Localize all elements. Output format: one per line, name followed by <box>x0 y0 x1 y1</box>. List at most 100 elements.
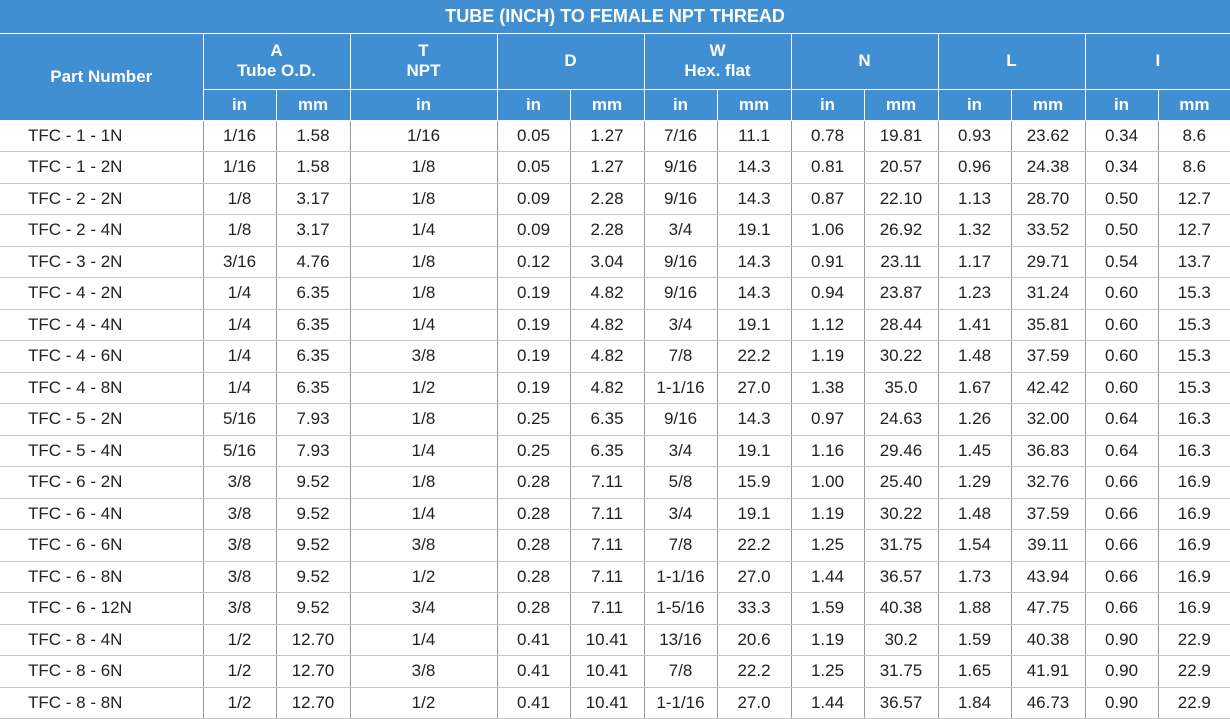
cell-w-mm: 14.3 <box>717 183 792 215</box>
cell-t-in: 3/8 <box>350 529 498 562</box>
cell-n-mm: 20.57 <box>864 151 939 184</box>
cell-t-in: 1/8 <box>350 151 498 184</box>
cell-w-in: 9/16 <box>644 183 718 215</box>
cell-n-in: 0.91 <box>791 246 865 278</box>
cell-d-in: 0.05 <box>497 151 571 184</box>
unit-n-in: in <box>791 89 865 121</box>
cell-d-mm: 1.27 <box>570 120 645 152</box>
cell-a-in: 1/4 <box>203 372 277 404</box>
cell-l-in: 1.29 <box>938 466 1012 499</box>
cell-l-mm: 37.59 <box>1011 498 1086 530</box>
cell-d-in: 0.41 <box>497 655 571 688</box>
cell-part-number: TFC - 6 - 6N <box>0 529 204 562</box>
cell-l-in: 1.13 <box>938 183 1012 215</box>
cell-d-in: 0.19 <box>497 277 571 310</box>
cell-part-number: TFC - 6 - 2N <box>0 466 204 499</box>
cell-l-in: 1.26 <box>938 403 1012 436</box>
table-row: TFC - 6 - 12N 3/8 9.52 3/4 0.28 7.11 1-5/16 33.… <box>0 592 1230 625</box>
cell-a-in: 1/16 <box>203 151 277 184</box>
cell-a-mm: 6.35 <box>276 277 351 310</box>
cell-a-mm: 9.52 <box>276 561 351 593</box>
cell-d-in: 0.28 <box>497 466 571 499</box>
cell-w-mm: 27.0 <box>717 372 792 404</box>
table-row: TFC - 6 - 4N 3/8 9.52 1/4 0.28 7.11 3/4 19.1 1.1… <box>0 498 1230 530</box>
cell-i-mm: 8.6 <box>1158 120 1230 152</box>
cell-w-mm: 22.2 <box>717 529 792 562</box>
cell-d-in: 0.25 <box>497 403 571 436</box>
cell-i-in: 0.60 <box>1085 277 1159 310</box>
table-row: TFC - 1 - 1N 1/16 1.58 1/16 0.05 1.27 7/16 11.1… <box>0 120 1230 152</box>
cell-t-in: 1/2 <box>350 372 498 404</box>
cell-n-mm: 30.22 <box>864 340 939 373</box>
cell-n-mm: 30.22 <box>864 498 939 530</box>
cell-l-mm: 28.70 <box>1011 183 1086 215</box>
cell-part-number: TFC - 6 - 4N <box>0 498 204 530</box>
cell-a-in: 1/4 <box>203 309 277 341</box>
cell-a-mm: 3.17 <box>276 214 351 247</box>
cell-n-in: 0.81 <box>791 151 865 184</box>
cell-w-in: 9/16 <box>644 246 718 278</box>
cell-w-mm: 15.9 <box>717 466 792 499</box>
cell-d-in: 0.28 <box>497 561 571 593</box>
cell-i-in: 0.54 <box>1085 246 1159 278</box>
cell-l-mm: 36.83 <box>1011 435 1086 467</box>
cell-w-in: 7/8 <box>644 655 718 688</box>
cell-l-mm: 32.76 <box>1011 466 1086 499</box>
cell-n-in: 1.25 <box>791 529 865 562</box>
cell-n-in: 1.19 <box>791 498 865 530</box>
table-row: TFC - 8 - 4N 1/2 12.70 1/4 0.41 10.41 13/16 20.… <box>0 624 1230 656</box>
header-w-name: Hex. flat <box>684 61 751 80</box>
cell-a-mm: 3.17 <box>276 183 351 215</box>
cell-w-in: 9/16 <box>644 151 718 184</box>
cell-a-in: 1/2 <box>203 655 277 688</box>
cell-w-mm: 14.3 <box>717 277 792 310</box>
cell-w-in: 13/16 <box>644 624 718 656</box>
cell-n-in: 1.44 <box>791 561 865 593</box>
cell-l-mm: 47.75 <box>1011 592 1086 625</box>
cell-w-in: 9/16 <box>644 277 718 310</box>
cell-i-mm: 16.3 <box>1158 403 1230 436</box>
table-title: TUBE (INCH) TO FEMALE NPT THREAD <box>0 0 1230 34</box>
cell-w-mm: 14.3 <box>717 151 792 184</box>
unit-w-mm: mm <box>717 89 792 121</box>
table-row: TFC - 6 - 6N 3/8 9.52 3/8 0.28 7.11 7/8 22.2 1.2… <box>0 529 1230 562</box>
cell-a-mm: 9.52 <box>276 466 351 499</box>
cell-w-in: 5/8 <box>644 466 718 499</box>
cell-part-number: TFC - 4 - 4N <box>0 309 204 341</box>
cell-i-mm: 15.3 <box>1158 340 1230 373</box>
cell-l-in: 1.67 <box>938 372 1012 404</box>
cell-d-in: 0.19 <box>497 309 571 341</box>
cell-n-in: 1.38 <box>791 372 865 404</box>
cell-n-in: 1.59 <box>791 592 865 625</box>
cell-l-mm: 43.94 <box>1011 561 1086 593</box>
cell-l-in: 1.84 <box>938 687 1012 719</box>
cell-part-number: TFC - 1 - 1N <box>0 120 204 152</box>
cell-a-in: 1/16 <box>203 120 277 152</box>
cell-w-mm: 19.1 <box>717 498 792 530</box>
cell-w-mm: 14.3 <box>717 403 792 436</box>
cell-w-mm: 27.0 <box>717 687 792 719</box>
cell-n-mm: 26.92 <box>864 214 939 247</box>
cell-i-mm: 12.7 <box>1158 183 1230 215</box>
cell-a-mm: 6.35 <box>276 372 351 404</box>
unit-l-mm: mm <box>1011 89 1086 121</box>
cell-d-in: 0.41 <box>497 624 571 656</box>
cell-n-in: 1.16 <box>791 435 865 467</box>
cell-d-mm: 7.11 <box>570 561 645 593</box>
cell-n-mm: 36.57 <box>864 561 939 593</box>
cell-part-number: TFC - 1 - 2N <box>0 151 204 184</box>
cell-t-in: 1/2 <box>350 687 498 719</box>
cell-i-mm: 22.9 <box>1158 687 1230 719</box>
cell-i-mm: 16.3 <box>1158 435 1230 467</box>
cell-a-in: 3/8 <box>203 529 277 562</box>
cell-l-in: 1.32 <box>938 214 1012 247</box>
cell-t-in: 3/8 <box>350 340 498 373</box>
cell-n-mm: 19.81 <box>864 120 939 152</box>
cell-w-in: 3/4 <box>644 435 718 467</box>
cell-i-in: 0.34 <box>1085 120 1159 152</box>
table-row: TFC - 4 - 8N 1/4 6.35 1/2 0.19 4.82 1-1/16 27.0… <box>0 372 1230 404</box>
cell-i-in: 0.50 <box>1085 183 1159 215</box>
cell-w-mm: 22.2 <box>717 655 792 688</box>
unit-d-in: in <box>497 89 571 121</box>
cell-i-mm: 15.3 <box>1158 277 1230 310</box>
